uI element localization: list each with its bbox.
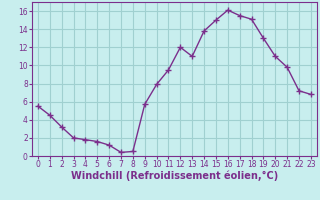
X-axis label: Windchill (Refroidissement éolien,°C): Windchill (Refroidissement éolien,°C) bbox=[71, 171, 278, 181]
